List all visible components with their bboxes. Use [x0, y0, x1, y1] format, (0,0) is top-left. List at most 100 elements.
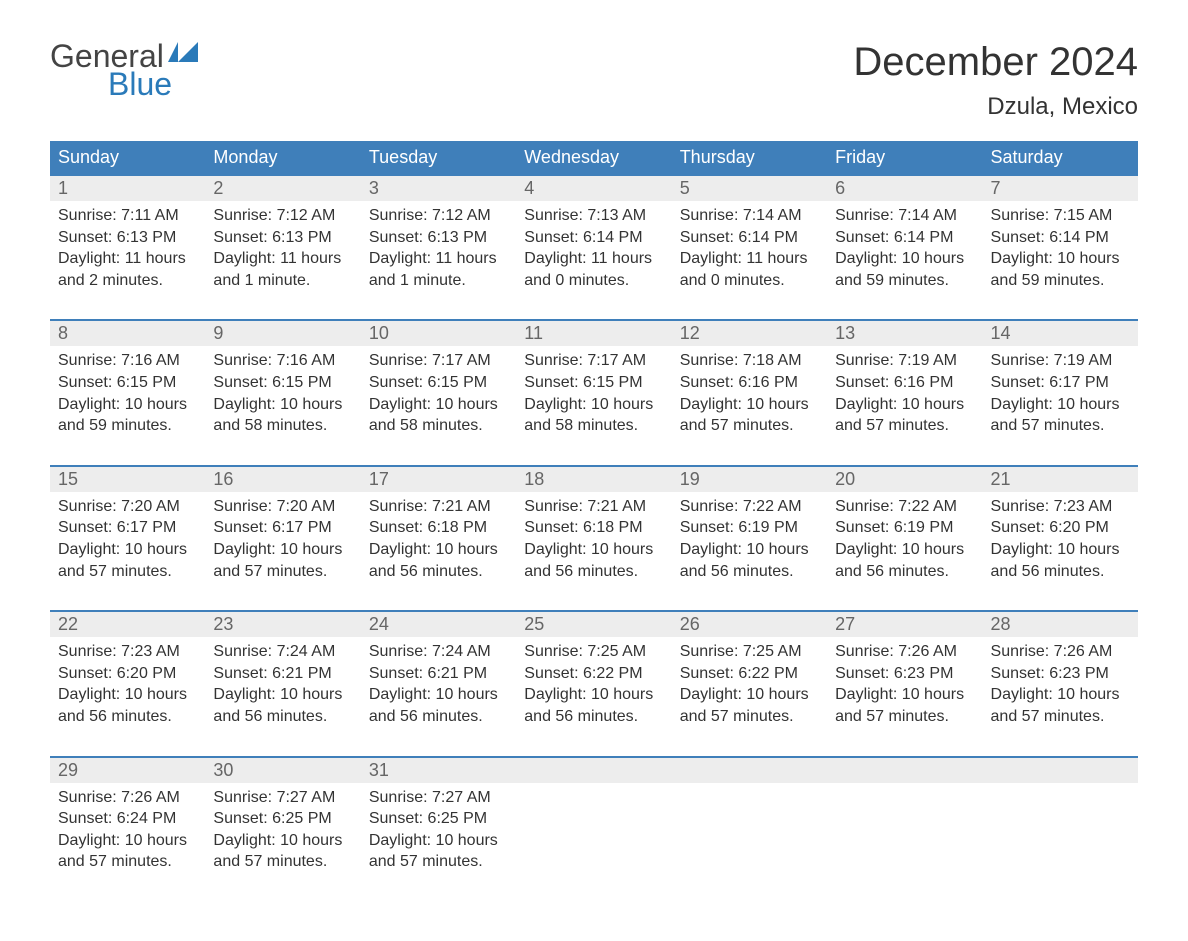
week-daynum-row: 1234567 [50, 175, 1138, 201]
day-body-cell [827, 783, 982, 901]
daylight-text: Daylight: 10 hours and 57 minutes. [835, 394, 974, 437]
day-number-cell: 18 [516, 466, 671, 492]
day-number-cell: 1 [50, 175, 205, 201]
sunrise-text: Sunrise: 7:21 AM [524, 496, 663, 518]
day-number-cell: 10 [361, 320, 516, 346]
day-number-cell: 11 [516, 320, 671, 346]
sunrise-text: Sunrise: 7:23 AM [58, 641, 197, 663]
sunset-text: Sunset: 6:15 PM [524, 372, 663, 394]
sunset-text: Sunset: 6:13 PM [58, 227, 197, 249]
day-body-cell: Sunrise: 7:26 AMSunset: 6:23 PMDaylight:… [983, 637, 1138, 756]
sunset-text: Sunset: 6:17 PM [58, 517, 197, 539]
day-number-cell [672, 757, 827, 783]
sunrise-text: Sunrise: 7:24 AM [369, 641, 508, 663]
day-number-cell: 9 [205, 320, 360, 346]
day-body-cell: Sunrise: 7:13 AMSunset: 6:14 PMDaylight:… [516, 201, 671, 320]
day-body-cell: Sunrise: 7:27 AMSunset: 6:25 PMDaylight:… [361, 783, 516, 901]
sunrise-text: Sunrise: 7:24 AM [213, 641, 352, 663]
daylight-text: Daylight: 10 hours and 56 minutes. [369, 684, 508, 727]
daylight-text: Daylight: 10 hours and 57 minutes. [58, 830, 197, 873]
day-number-cell: 17 [361, 466, 516, 492]
sunset-text: Sunset: 6:14 PM [991, 227, 1130, 249]
sunset-text: Sunset: 6:23 PM [991, 663, 1130, 685]
sunset-text: Sunset: 6:21 PM [369, 663, 508, 685]
daylight-text: Daylight: 10 hours and 56 minutes. [58, 684, 197, 727]
day-body-cell [516, 783, 671, 901]
dow-cell: Tuesday [361, 141, 516, 175]
day-body-cell: Sunrise: 7:23 AMSunset: 6:20 PMDaylight:… [50, 637, 205, 756]
day-body-cell: Sunrise: 7:14 AMSunset: 6:14 PMDaylight:… [672, 201, 827, 320]
sunset-text: Sunset: 6:13 PM [369, 227, 508, 249]
day-number-cell: 31 [361, 757, 516, 783]
day-body-cell: Sunrise: 7:20 AMSunset: 6:17 PMDaylight:… [50, 492, 205, 611]
daylight-text: Daylight: 10 hours and 57 minutes. [213, 539, 352, 582]
sunset-text: Sunset: 6:17 PM [213, 517, 352, 539]
sunrise-text: Sunrise: 7:27 AM [213, 787, 352, 809]
day-number-cell: 15 [50, 466, 205, 492]
daylight-text: Daylight: 10 hours and 56 minutes. [680, 539, 819, 582]
sunset-text: Sunset: 6:25 PM [369, 808, 508, 830]
location-text: Dzula, Mexico [853, 93, 1138, 121]
day-number-cell: 4 [516, 175, 671, 201]
daylight-text: Daylight: 10 hours and 57 minutes. [991, 394, 1130, 437]
day-number-cell: 14 [983, 320, 1138, 346]
day-number-cell: 27 [827, 611, 982, 637]
sunrise-text: Sunrise: 7:22 AM [680, 496, 819, 518]
daylight-text: Daylight: 10 hours and 57 minutes. [213, 830, 352, 873]
day-body-cell: Sunrise: 7:21 AMSunset: 6:18 PMDaylight:… [361, 492, 516, 611]
day-number-cell: 5 [672, 175, 827, 201]
daylight-text: Daylight: 10 hours and 56 minutes. [524, 539, 663, 582]
sunrise-text: Sunrise: 7:26 AM [58, 787, 197, 809]
daylight-text: Daylight: 10 hours and 58 minutes. [213, 394, 352, 437]
day-number-cell: 8 [50, 320, 205, 346]
dow-cell: Thursday [672, 141, 827, 175]
title-block: December 2024 Dzula, Mexico [853, 40, 1138, 121]
daylight-text: Daylight: 10 hours and 57 minutes. [991, 684, 1130, 727]
sunrise-text: Sunrise: 7:26 AM [835, 641, 974, 663]
dow-cell: Wednesday [516, 141, 671, 175]
day-body-cell: Sunrise: 7:21 AMSunset: 6:18 PMDaylight:… [516, 492, 671, 611]
sunrise-text: Sunrise: 7:25 AM [524, 641, 663, 663]
sunrise-text: Sunrise: 7:13 AM [524, 205, 663, 227]
day-body-cell: Sunrise: 7:25 AMSunset: 6:22 PMDaylight:… [672, 637, 827, 756]
daylight-text: Daylight: 11 hours and 0 minutes. [524, 248, 663, 291]
sunset-text: Sunset: 6:18 PM [369, 517, 508, 539]
daylight-text: Daylight: 10 hours and 56 minutes. [991, 539, 1130, 582]
day-number-cell: 20 [827, 466, 982, 492]
sunset-text: Sunset: 6:22 PM [524, 663, 663, 685]
day-body-cell: Sunrise: 7:12 AMSunset: 6:13 PMDaylight:… [361, 201, 516, 320]
sunset-text: Sunset: 6:23 PM [835, 663, 974, 685]
week-daynum-row: 22232425262728 [50, 611, 1138, 637]
day-body-cell: Sunrise: 7:19 AMSunset: 6:16 PMDaylight:… [827, 346, 982, 465]
day-number-cell [516, 757, 671, 783]
daylight-text: Daylight: 10 hours and 59 minutes. [835, 248, 974, 291]
day-number-cell: 19 [672, 466, 827, 492]
day-number-cell: 13 [827, 320, 982, 346]
week-body-row: Sunrise: 7:20 AMSunset: 6:17 PMDaylight:… [50, 492, 1138, 611]
sunset-text: Sunset: 6:24 PM [58, 808, 197, 830]
sunset-text: Sunset: 6:16 PM [680, 372, 819, 394]
day-body-cell: Sunrise: 7:24 AMSunset: 6:21 PMDaylight:… [361, 637, 516, 756]
day-body-cell: Sunrise: 7:11 AMSunset: 6:13 PMDaylight:… [50, 201, 205, 320]
sunrise-text: Sunrise: 7:22 AM [835, 496, 974, 518]
day-number-cell: 16 [205, 466, 360, 492]
day-number-cell: 29 [50, 757, 205, 783]
day-number-cell: 21 [983, 466, 1138, 492]
day-number-cell: 22 [50, 611, 205, 637]
day-body-cell [983, 783, 1138, 901]
sunset-text: Sunset: 6:17 PM [991, 372, 1130, 394]
day-body-cell: Sunrise: 7:20 AMSunset: 6:17 PMDaylight:… [205, 492, 360, 611]
sunrise-text: Sunrise: 7:27 AM [369, 787, 508, 809]
week-body-row: Sunrise: 7:11 AMSunset: 6:13 PMDaylight:… [50, 201, 1138, 320]
sunset-text: Sunset: 6:15 PM [213, 372, 352, 394]
daylight-text: Daylight: 10 hours and 57 minutes. [369, 830, 508, 873]
week-daynum-row: 15161718192021 [50, 466, 1138, 492]
sunset-text: Sunset: 6:25 PM [213, 808, 352, 830]
day-number-cell: 24 [361, 611, 516, 637]
daylight-text: Daylight: 10 hours and 58 minutes. [369, 394, 508, 437]
sunrise-text: Sunrise: 7:20 AM [213, 496, 352, 518]
daylight-text: Daylight: 10 hours and 56 minutes. [213, 684, 352, 727]
sunset-text: Sunset: 6:20 PM [991, 517, 1130, 539]
month-title: December 2024 [853, 40, 1138, 85]
day-body-cell: Sunrise: 7:27 AMSunset: 6:25 PMDaylight:… [205, 783, 360, 901]
